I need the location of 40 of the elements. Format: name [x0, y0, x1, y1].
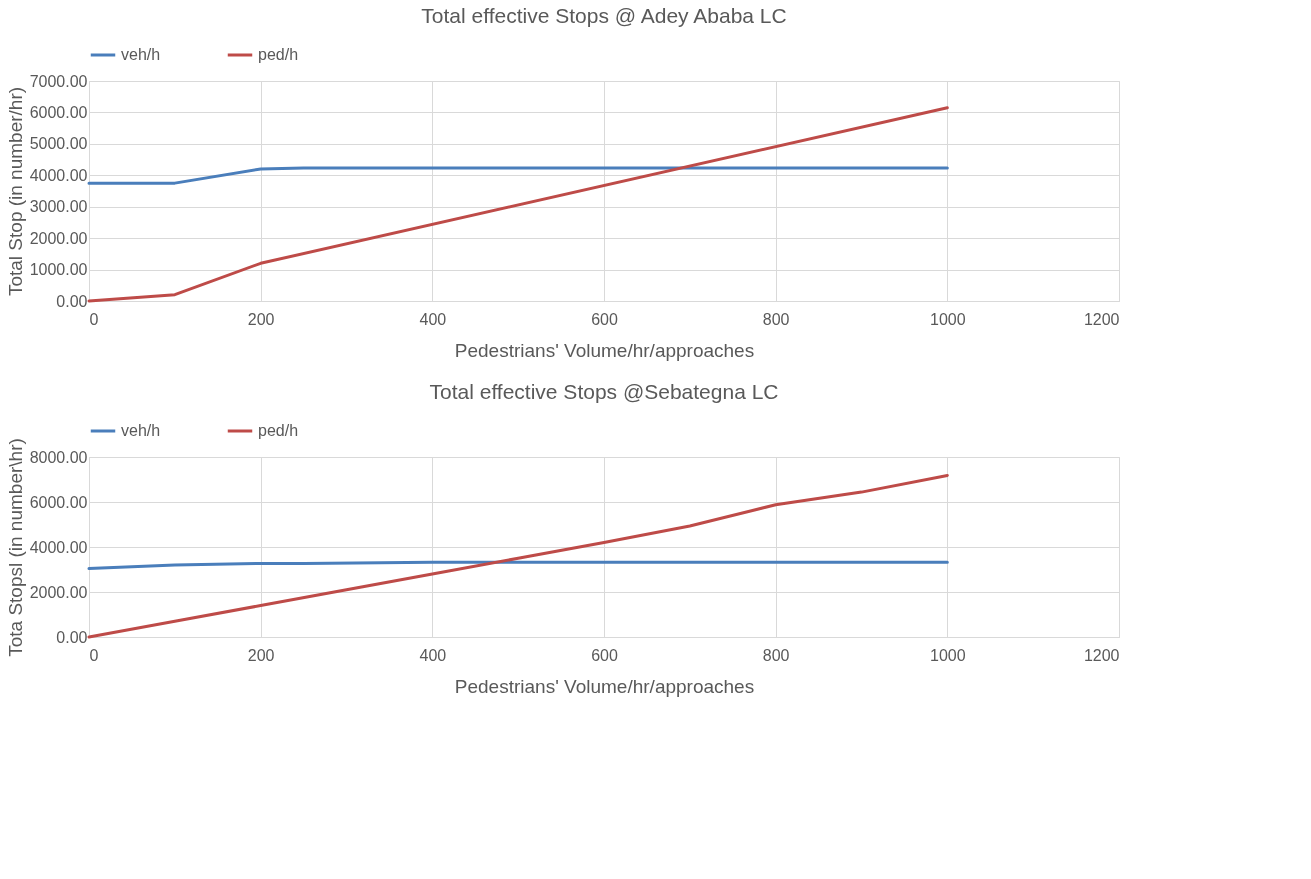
y-axis-title: Total Stop (in number/hr)	[4, 86, 26, 297]
chart-title: Total effective Stops @ Adey Ababa LC	[421, 4, 787, 27]
line-series	[87, 106, 949, 303]
y-tick-label: 7000.00	[29, 72, 88, 90]
y-tick-label: 0.00	[56, 628, 88, 646]
legend-label: veh/h	[121, 46, 161, 63]
y-tick-label: 4000.00	[29, 166, 88, 184]
y-tick-label: 5000.00	[29, 135, 88, 153]
legend-label: veh/h	[121, 422, 161, 439]
x-tick-label: 600	[591, 310, 618, 328]
y-tick-label: 8000.00	[29, 448, 88, 466]
x-tick-label: 400	[419, 646, 447, 664]
y-tick-label: 0.00	[56, 292, 88, 310]
chart-title: Total effective Stops @Sebategna LC	[429, 380, 779, 403]
x-tick-label: 800	[762, 310, 790, 328]
x-tick-label: 600	[591, 646, 618, 664]
x-tick-label: 800	[762, 646, 790, 664]
x-axis-title: Pedestrians' Volume/hr/approaches	[454, 339, 755, 361]
x-tick-label: 400	[419, 310, 447, 328]
y-tick-label: 6000.00	[29, 493, 88, 511]
x-tick-label: 0	[89, 646, 99, 664]
y-tick-label: 1000.00	[29, 261, 88, 279]
x-axis-title: Pedestrians' Volume/hr/approaches	[454, 675, 755, 697]
y-tick-label: 2000.00	[29, 229, 88, 247]
y-tick-label: 2000.00	[29, 583, 88, 601]
x-tick-label: 1200	[1083, 310, 1120, 328]
line-series	[87, 473, 949, 639]
x-tick-label: 1000	[930, 310, 966, 328]
x-tick-label: 1000	[930, 646, 966, 664]
x-tick-label: 1200	[1083, 646, 1120, 664]
y-axis-title: Tota Stopsl (in number\hr)	[4, 438, 26, 657]
legend-label: ped/h	[258, 46, 299, 63]
legend-label: ped/h	[258, 422, 299, 439]
x-tick-label: 200	[247, 646, 275, 664]
y-tick-label: 4000.00	[29, 538, 88, 556]
x-tick-label: 0	[89, 310, 99, 328]
line-series	[87, 560, 949, 571]
x-tick-label: 200	[247, 310, 275, 328]
y-tick-label: 6000.00	[29, 103, 88, 121]
y-tick-label: 3000.00	[29, 198, 88, 216]
